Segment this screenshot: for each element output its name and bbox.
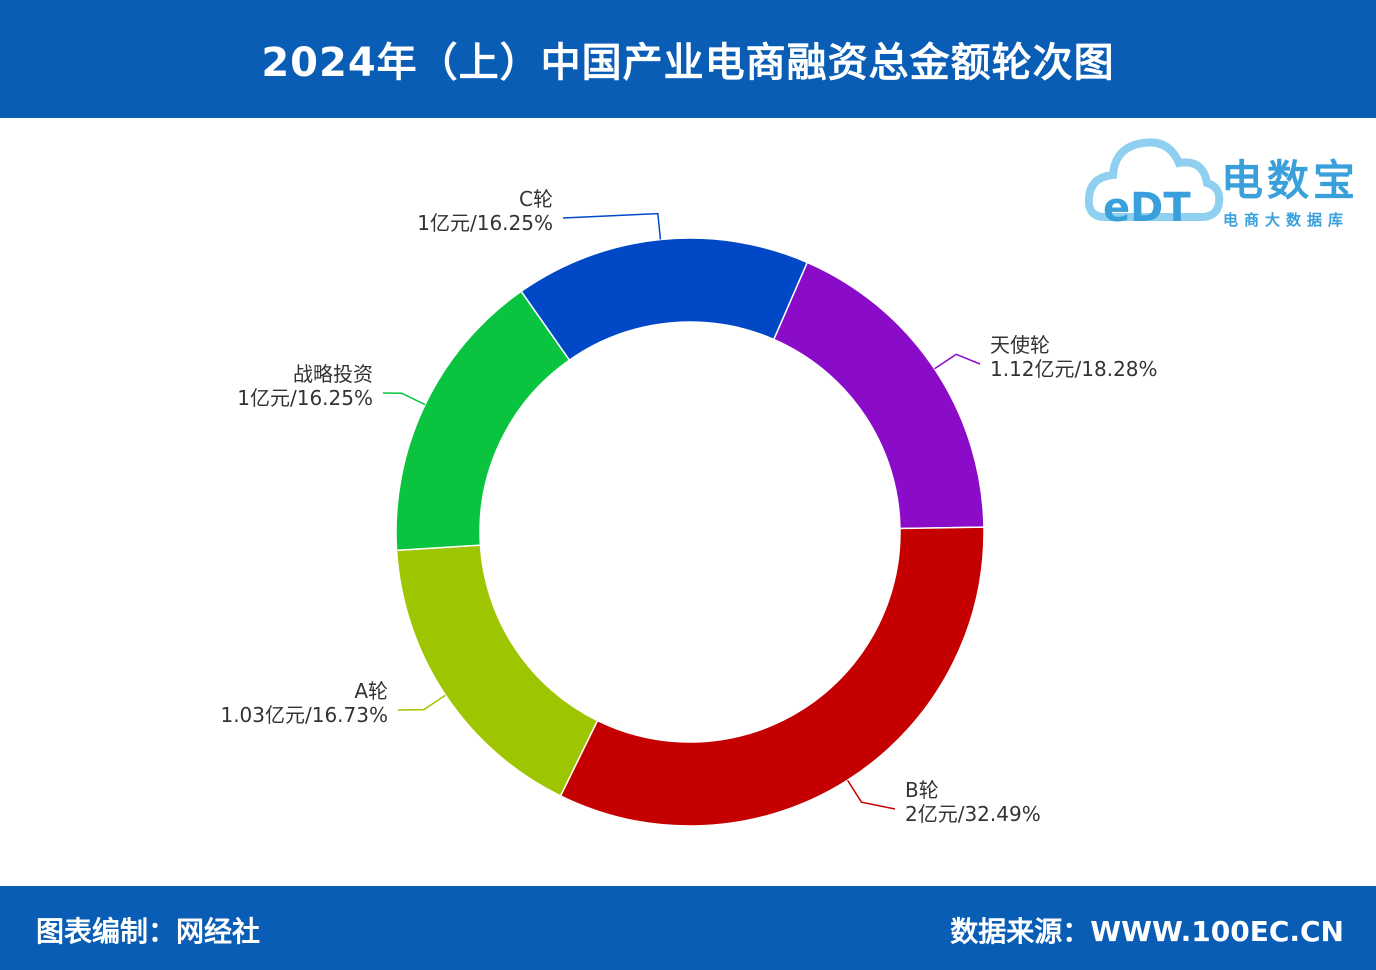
slice-3 <box>395 290 571 552</box>
slice-label-name-2: A轮 <box>354 679 388 703</box>
slice-label-value-1: 2亿元/32.49% <box>905 802 1041 826</box>
chart-footer: 图表编制：网经社 数据来源：WWW.100EC.CN <box>0 886 1376 970</box>
leader-line-3 <box>382 392 426 406</box>
slice-label-value-2: 1.03亿元/16.73% <box>220 703 388 727</box>
brand-logo: eDT 电数宝 电商大数据库 <box>1084 125 1370 235</box>
slice-label-value-3: 1亿元/16.25% <box>237 386 373 410</box>
slice-label-value-0: 1.12亿元/18.28% <box>990 357 1158 381</box>
slice-label-value-4: 1亿元/16.25% <box>417 211 553 235</box>
slice-4 <box>520 237 809 362</box>
cloud-icon: eDT <box>1084 138 1224 231</box>
footer-source: 数据来源：WWW.100EC.CN <box>950 915 1344 948</box>
slice-label-name-0: 天使轮 <box>990 333 1050 357</box>
chart-title: 2024年（上）中国产业电商融资总金额轮次图 <box>261 40 1115 86</box>
leader-line-4 <box>562 212 662 240</box>
footer-compiler: 图表编制：网经社 <box>36 915 261 948</box>
slice-2 <box>395 544 599 797</box>
slice-1 <box>559 526 985 827</box>
leader-line-1 <box>846 779 896 810</box>
slice-label-name-3: 战略投资 <box>293 362 373 386</box>
chart-header: 2024年（上）中国产业电商融资总金额轮次图 <box>0 0 1376 118</box>
leader-line-2 <box>397 694 446 711</box>
logo-mark: eDT <box>1103 185 1191 231</box>
slice-label-name-4: C轮 <box>519 187 553 211</box>
leader-line-0 <box>934 353 981 370</box>
logo-subtitle: 电商大数据库 <box>1223 211 1350 229</box>
slice-label-name-1: B轮 <box>905 778 939 802</box>
logo-brand: 电数宝 <box>1221 156 1360 205</box>
slice-0 <box>772 261 985 530</box>
